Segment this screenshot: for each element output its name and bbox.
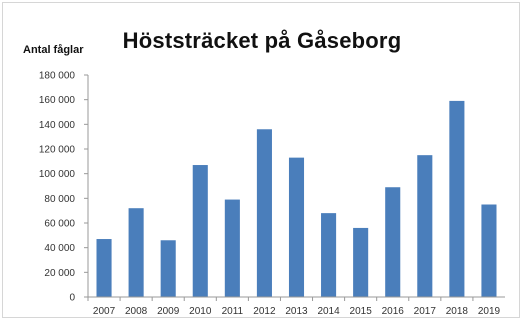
y-axis-ticks: 0 20 000 40 000 60 000 80 000 100 000 120 000 1… (39, 71, 88, 304)
x-tick-label: 2012 (253, 306, 276, 317)
x-tick-label: 2013 (285, 306, 308, 317)
y-tick-label: 140 000 (39, 120, 76, 131)
chart-title: Höststräcket på Gåseborg (122, 28, 402, 53)
y-tick-label: 160 000 (39, 95, 76, 106)
bar-2015 (353, 227, 369, 297)
y-tick-label: 40 000 (44, 243, 75, 254)
bar-2016 (385, 187, 401, 297)
bar-2013 (288, 157, 305, 297)
bar-2007 (96, 239, 112, 297)
y-tick-label: 100 000 (39, 169, 76, 180)
x-tick-label: 2009 (157, 306, 180, 317)
x-tick-label: 2010 (189, 306, 212, 317)
x-tick-label: 2007 (93, 306, 116, 317)
x-axis-ticks: 2007 2008 2009 2010 2011 2012 2013 2014 2015 2016… (87, 297, 501, 317)
y-tick-label: 20 000 (44, 268, 75, 279)
x-tick-label: 2016 (382, 306, 405, 317)
bar-2010 (192, 165, 208, 297)
bar-2018 (449, 100, 465, 298)
x-tick-label: 2017 (414, 306, 437, 317)
bar-2008 (128, 208, 144, 297)
y-tick-label: 120 000 (39, 145, 76, 156)
y-tick-label: 60 000 (44, 219, 75, 230)
x-tick-label: 2014 (317, 306, 340, 317)
bar-2014 (321, 213, 337, 297)
x-tick-label: 2019 (478, 306, 501, 317)
y-axis-label: Antal fåglar (23, 44, 84, 56)
x-tick-label: 2018 (446, 306, 469, 317)
bar-2011 (224, 199, 240, 297)
bar-2012 (256, 129, 272, 297)
bars (96, 100, 497, 298)
x-tick-label: 2011 (222, 306, 244, 317)
x-tick-label: 2008 (125, 306, 148, 317)
y-tick-label: 180 000 (39, 71, 76, 82)
bar-2009 (160, 240, 176, 297)
bar-2019 (481, 204, 497, 297)
bar-2017 (417, 155, 433, 297)
x-tick-label: 2015 (350, 306, 373, 317)
y-tick-label: 0 (69, 293, 75, 304)
y-tick-label: 80 000 (44, 194, 75, 205)
